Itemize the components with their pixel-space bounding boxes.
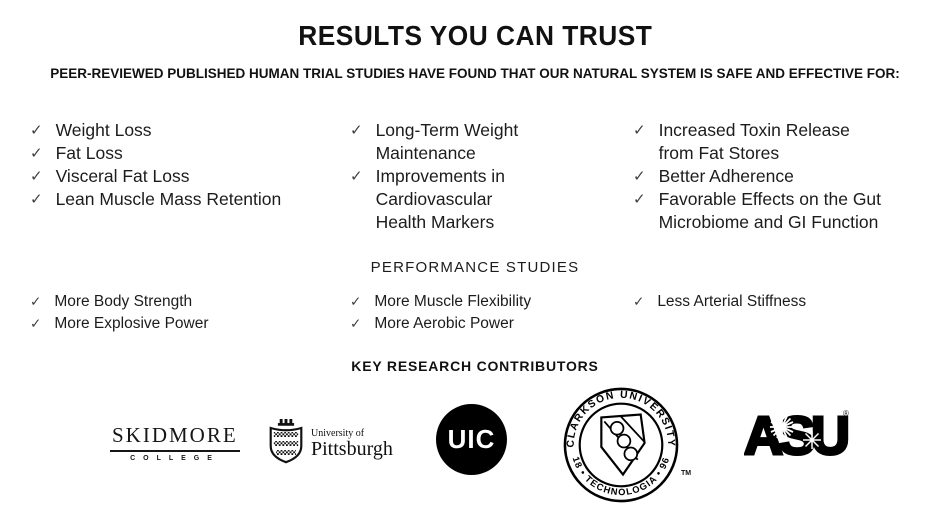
performance-text: More Aerobic Power [374,314,514,332]
benefit-item: ✓ Fat Loss [30,142,350,165]
benefit-text: Better Adherence [658,166,794,186]
pitt-crest-icon [268,419,304,469]
performance-text: More Body Strength [54,293,193,310]
benefit-text: Increased Toxin Release [658,120,850,140]
benefits-column-1: ✓ Weight Loss ✓ Fat Loss ✓ Visceral Fat … [30,119,350,234]
benefit-text: Lean Muscle Mass Retention [55,189,282,209]
contributors-heading: KEY RESEARCH CONTRIBUTORS [351,358,599,374]
performance-item: ✓ More Muscle Flexibility [350,291,633,313]
skidmore-wordmark: SKIDMORE [110,423,240,452]
performance-item: ✓ Less Arterial Stiffness [633,291,806,313]
asu-sunburst-small-icon [803,431,821,449]
check-icon: ✓ [350,315,362,331]
benefits-column-3: ✓ Increased Toxin Release from Fat Store… [633,119,881,234]
check-icon: ✓ [350,294,362,309]
check-icon: ✓ [30,191,43,208]
benefit-text: Microbiome and GI Function [658,212,879,232]
check-icon: ✓ [30,122,43,139]
asu-sunburst-icon [770,415,794,439]
benefits-column-2: ✓ Long-Term Weight Maintenance ✓ Improve… [350,119,633,234]
logo-skidmore-college: SKIDMORE COLLEGE [110,423,240,462]
check-icon: ✓ [633,294,645,309]
performance-text: More Muscle Flexibility [374,293,532,310]
check-icon: ✓ [350,122,363,139]
benefit-item: ✓ Visceral Fat Loss [30,165,350,188]
asu-monogram: ASU [744,409,847,461]
pitt-university-of-label: University of [311,427,365,439]
check-icon: ✓ [633,122,646,139]
logo-uic: UIC [436,404,507,475]
check-icon: ✓ [30,145,43,162]
performance-column-2: ✓ More Muscle Flexibility ✓ More Aerobic… [350,291,633,334]
logo-asu: ASU [743,405,854,468]
benefit-text: Health Markers [375,212,495,232]
benefit-item: ✓ Favorable Effects on the Gut Microbiom… [633,188,881,234]
performance-item: ✓ More Aerobic Power [350,313,633,335]
performance-heading: PERFORMANCE STUDIES [370,259,580,276]
page-title-text: RESULTS YOU CAN TRUST [298,20,652,51]
benefit-text: Weight Loss [55,120,152,140]
benefit-item: ✓ Improvements in Cardiovascular Health … [350,165,633,234]
benefit-text: Improvements in [375,166,505,186]
benefit-text: Visceral Fat Loss [55,166,190,186]
performance-column-3: ✓ Less Arterial Stiffness [633,291,806,334]
benefit-item: ✓ Lean Muscle Mass Retention [30,188,350,211]
clarkson-tm-mark: TM [681,470,692,477]
pitt-pittsburgh-label: Pittsburgh [311,437,393,460]
check-icon: ✓ [633,168,646,185]
clarkson-seal-icon: CLARKSON UNIVERSITY 18 • TECHNOLOGIA • 9… [563,387,679,503]
uic-monogram: UIC [447,424,496,454]
skidmore-college-label: COLLEGE [130,455,220,462]
performance-text: Less Arterial Stiffness [657,293,807,310]
check-icon: ✓ [350,168,363,185]
benefit-item: ✓ Increased Toxin Release from Fat Store… [633,119,881,165]
performance-text: More Explosive Power [54,314,209,332]
benefit-text: Cardiovascular [375,189,493,209]
page-title: RESULTS YOU CAN TRUST [0,20,950,52]
asu-registered-mark: ® [843,409,849,418]
check-icon: ✓ [30,315,42,331]
benefit-text: Fat Loss [55,143,123,163]
check-icon: ✓ [633,191,646,208]
performance-item: ✓ More Body Strength [30,291,350,313]
benefit-item: ✓ Better Adherence [633,165,881,188]
benefit-text: Favorable Effects on the Gut [658,189,882,209]
benefit-item: ✓ Long-Term Weight Maintenance [350,119,633,165]
benefit-item: ✓ Weight Loss [30,119,350,142]
benefit-text: from Fat Stores [658,143,780,163]
page-subtitle: PEER-REVIEWED PUBLISHED HUMAN TRIAL STUD… [50,66,900,81]
check-icon: ✓ [30,294,42,309]
asu-wordmark-icon: ASU [743,405,853,468]
performance-section: ✓ More Body Strength ✓ More Explosive Po… [30,291,806,334]
benefit-text: Long-Term Weight [375,120,519,140]
benefits-section: ✓ Weight Loss ✓ Fat Loss ✓ Visceral Fat … [30,119,881,234]
benefit-text: Maintenance [375,143,476,163]
logo-clarkson-university: CLARKSON UNIVERSITY 18 • TECHNOLOGIA • 9… [562,386,680,504]
pitt-wordmark: University of Pittsburgh [311,428,393,461]
performance-item: ✓ More Explosive Power [30,313,350,335]
logo-university-of-pittsburgh: University of Pittsburgh [268,419,393,469]
performance-column-1: ✓ More Body Strength ✓ More Explosive Po… [30,291,350,334]
check-icon: ✓ [30,168,43,185]
